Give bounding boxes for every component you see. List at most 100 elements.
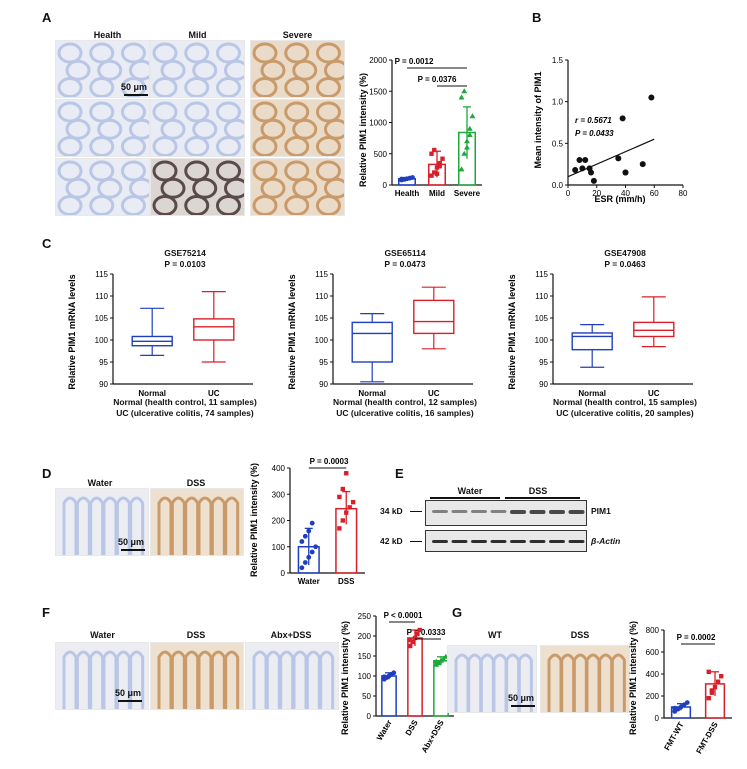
x-tick-label: 20 (592, 189, 601, 198)
y-tick-label: 200 (646, 692, 660, 701)
x-category-label: Abx+DSS (420, 718, 446, 754)
chart-b-ylabel: Mean intensity of PIM1 (533, 71, 543, 168)
data-point (347, 505, 352, 510)
data-point (313, 544, 319, 550)
y-tick-label: 1.0 (552, 98, 564, 107)
micrograph-g-wt (447, 645, 537, 713)
data-point (433, 658, 440, 664)
data-point (615, 155, 622, 162)
blot-actin-membrane (425, 530, 587, 552)
y-tick-label: 110 (535, 292, 548, 301)
dataset-p-value: P = 0.0473 (384, 259, 426, 269)
data-point (622, 169, 629, 176)
data-point (432, 170, 437, 175)
data-point (639, 161, 646, 168)
x-category-label: Normal (138, 389, 166, 398)
box (193, 318, 235, 341)
scale-bar-a (124, 94, 148, 96)
data-point (340, 486, 346, 492)
data-point (391, 670, 397, 676)
blot-band (490, 510, 507, 513)
data-point (415, 631, 420, 637)
x-category-label: Mild (429, 189, 445, 198)
col-label-health: Health (93, 30, 122, 40)
data-point (579, 165, 586, 172)
data-point (715, 679, 721, 684)
data-point (410, 639, 415, 645)
dataset-note-uc: UC (ulcerative colitis, 74 samples) (116, 408, 254, 418)
dataset-note-normal: Normal (health control, 12 samples) (332, 397, 478, 407)
data-point (684, 700, 690, 705)
chart-b-xlabel: ESR (mm/h) (594, 194, 645, 204)
y-tick-label: 250 (358, 612, 372, 621)
data-point (344, 471, 349, 476)
box-plot-ylabel: Relative PIM1 mRNA levels (67, 274, 77, 389)
chart-a-ylabel: Relative PIM1 intensity (%) (358, 73, 368, 187)
dataset-title: GSE65114 (384, 248, 426, 258)
x-category-label: UC (648, 389, 660, 398)
y-tick-label: 200 (358, 632, 372, 641)
y-tick-label: 105 (315, 314, 329, 323)
blot-band (451, 510, 468, 513)
blot-group-dss-line (505, 497, 580, 499)
y-tick-label: 2000 (369, 56, 387, 65)
scale-bar-label-d: 50 μm (118, 537, 145, 547)
data-point (399, 176, 404, 182)
data-point (458, 166, 465, 172)
blot-band (432, 540, 448, 543)
col-label-dss-g: DSS (570, 630, 590, 640)
panel-f-bar-chart: Relative PIM1 intensity (%) P < 0.0001 P… (340, 611, 454, 754)
data-point (429, 173, 434, 178)
y-tick-label: 115 (535, 270, 548, 279)
data-point (576, 157, 583, 163)
y-tick-label: 800 (646, 626, 660, 635)
scale-bar-label-g: 50 μm (508, 693, 535, 703)
blot-tick-42 (410, 541, 422, 542)
panel-d-bar-chart: Relative PIM1 intensity (%) P = 0.0003 0… (249, 457, 365, 586)
micrograph-a-r3-c3 (250, 158, 345, 216)
data-point (437, 164, 442, 169)
micrograph-a-r1-c3 (250, 40, 345, 98)
dataset-title: GSE75214 (164, 248, 206, 258)
chart-a-p1: P = 0.0012 (395, 57, 434, 66)
y-tick-label: 0.0 (552, 181, 564, 190)
data-point (712, 685, 718, 690)
x-category-label: Normal (358, 389, 386, 398)
micrograph-d-dss (150, 488, 244, 556)
data-point (309, 520, 315, 526)
data-point (350, 499, 356, 505)
x-category-label: Severe (454, 189, 481, 198)
data-point (432, 147, 437, 153)
scale-bar-label-a: 50 μm (121, 82, 148, 92)
col-label-abx-f: Abx+DSS (270, 630, 312, 640)
x-tick-label: 60 (650, 189, 659, 198)
y-tick-label: 90 (99, 380, 108, 389)
micrograph-a-r1-c1 (55, 40, 150, 98)
data-point (408, 637, 413, 643)
x-category-label: Health (395, 189, 420, 198)
y-tick-label: 110 (315, 292, 328, 301)
data-point (619, 115, 626, 122)
scale-bar-f (118, 700, 142, 702)
data-point (582, 157, 589, 163)
y-tick-label: 0 (383, 181, 388, 190)
data-point (709, 688, 715, 693)
box-plot-ylabel: Relative PIM1 mRNA levels (507, 274, 517, 389)
data-point (434, 165, 440, 170)
data-point (706, 696, 711, 701)
blot-group-dss: DSS (528, 486, 548, 496)
blot-band (451, 540, 468, 543)
data-point (299, 539, 305, 544)
dataset-note-normal: Normal (health control, 15 samples) (552, 397, 698, 407)
blot-band (549, 540, 565, 543)
data-point (466, 125, 473, 131)
y-tick-label: 90 (319, 380, 328, 389)
x-tick-label: 40 (621, 189, 630, 198)
col-label-severe: Severe (282, 30, 313, 40)
micrograph-d-water (55, 488, 149, 556)
chart-g-ylabel: Relative PIM1 intensity (%) (628, 621, 638, 735)
col-label-water-f: Water (90, 630, 115, 640)
y-tick-label: 500 (374, 150, 388, 159)
y-tick-label: 95 (99, 358, 108, 367)
blot-group-water: Water (457, 486, 483, 496)
